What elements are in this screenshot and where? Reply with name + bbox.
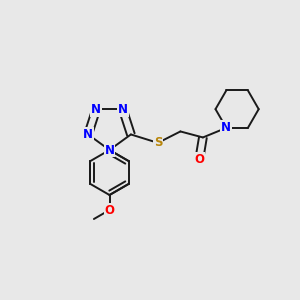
Text: O: O	[104, 203, 115, 217]
Text: S: S	[154, 136, 162, 149]
Text: N: N	[104, 143, 115, 157]
Text: N: N	[91, 103, 101, 116]
Text: N: N	[221, 122, 231, 134]
Text: O: O	[194, 153, 204, 166]
Text: N: N	[83, 128, 93, 141]
Text: N: N	[118, 103, 128, 116]
